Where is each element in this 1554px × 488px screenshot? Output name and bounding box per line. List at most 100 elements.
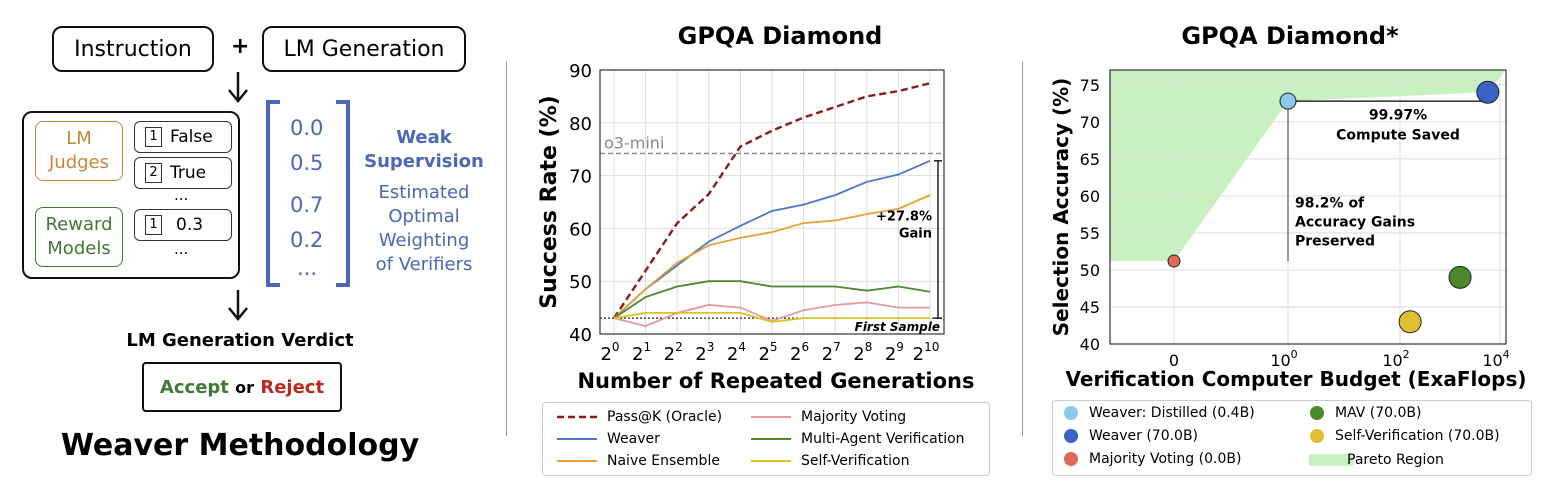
data-point [1398, 310, 1422, 334]
down-arrow-icon [228, 290, 248, 321]
y-tick-label: 70 [1080, 113, 1100, 132]
legend-item-oracle: Pass@K (Oracle) [555, 409, 722, 425]
down-arrow-icon [228, 72, 248, 103]
y-tick-label: 80 [569, 114, 592, 135]
x-tick-label: 23 [695, 340, 714, 365]
pareto-region [1110, 70, 1506, 262]
y-tick-label: 55 [1080, 224, 1100, 243]
series-line [613, 159, 931, 319]
reward-item-1-value: 0.3 [176, 215, 204, 235]
divider [506, 62, 507, 436]
verdict-title: LM Generation Verdict [126, 330, 354, 351]
line-chart: o3-mini First Sample +27.8% Gain 40 50 60 70 80… [537, 61, 975, 393]
legend-label: Pareto Region [1347, 452, 1444, 468]
verdict-box: Accept or Reject [142, 362, 342, 412]
estimated-weighting-label: Estimated Optimal Weighting of Verifiers [375, 182, 473, 275]
lm-generation-box: LM Generation [262, 26, 466, 72]
chart1-xlabel: Number of Repeated Generations [577, 369, 974, 393]
y-tick-label: 70 [569, 167, 592, 188]
legend-item-majority: Majority Voting (0.0B) [1063, 451, 1241, 467]
legend-label: Weaver (70.0B) [1089, 428, 1199, 444]
legend-label: Self-Verification [801, 453, 910, 469]
legend-item-mav: MAV (70.0B) [1309, 405, 1422, 421]
x-tick-label: 0 [1169, 351, 1179, 370]
legend-item-weaver: Weaver (70.0B) [1063, 428, 1198, 444]
y-tick-label: 50 [569, 272, 592, 293]
bracket-left-icon [266, 100, 280, 287]
series-line [613, 311, 930, 323]
weight-3: 0.2 [290, 228, 324, 252]
x-tick-label: 21 [632, 340, 651, 365]
x-tick-label: 29 [885, 340, 904, 365]
gain-label: +27.8% Gain [876, 209, 932, 241]
x-tick-label: 26 [790, 340, 809, 365]
chart1-ylabel: Success Rate (%) [537, 95, 562, 308]
x-tick-label: 25 [758, 340, 777, 365]
y-tick-label: 40 [569, 325, 592, 346]
judge-more: ... [174, 186, 189, 204]
y-tick-label: 60 [569, 219, 592, 240]
series-line [613, 301, 930, 328]
instruction-label: Instruction [74, 36, 192, 62]
data-point [1448, 265, 1472, 289]
or-label: or [235, 377, 255, 397]
chart2-plot-frame [1109, 69, 1507, 345]
chart1-title: GPQA Diamond [677, 22, 883, 50]
reward-item-1: 1 0.3 [134, 209, 232, 241]
x-tick-label: 27 [822, 340, 841, 365]
series-line [613, 280, 931, 319]
reward-item-1-number: 1 [145, 215, 162, 235]
legend-item-majority: Majority Voting [749, 409, 906, 425]
data-point [1167, 254, 1181, 268]
compute-saved-label: 99.97% Compute Saved [1336, 108, 1460, 144]
reward-models-box: Reward Models [35, 207, 123, 267]
lm-judges-label: LM Judges [48, 128, 110, 173]
chart1-legend: Pass@K (Oracle) Majority Voting Weaver M… [542, 402, 990, 476]
reference-line-label: o3-mini [604, 133, 664, 152]
x-tick-label: 22 [664, 340, 683, 365]
y-tick-label: 40 [1080, 335, 1100, 354]
accuracy-preserved-label: 98.2% of Accuracy Gains Preserved [1295, 196, 1415, 250]
legend-label: Weaver [607, 431, 660, 447]
weak-supervision-label: Weak Supervision [364, 127, 484, 172]
reject-label: Reject [260, 376, 325, 398]
legend-label: Naive Ensemble [607, 453, 720, 469]
y-tick-label: 90 [569, 61, 592, 82]
legend-label: Multi-Agent Verification [801, 431, 965, 447]
weight-2: 0.7 [290, 193, 324, 217]
legend-item-distilled: Weaver: Distilled (0.4B) [1063, 405, 1255, 421]
reward-more: ... [174, 240, 189, 258]
chart2-legend: Weaver: Distilled (0.4B) MAV (70.0B) Wea… [1052, 400, 1532, 476]
judge-item-2-number: 2 [145, 163, 162, 183]
legend-item-pareto: Pareto Region [1309, 452, 1444, 468]
x-tick-label: 24 [727, 340, 746, 365]
y-tick-label: 65 [1080, 150, 1100, 169]
scatter-chart: 99.97% Compute Saved 98.2% of Accuracy Gain… [1049, 69, 1527, 391]
lm-judges-box: LM Judges [35, 121, 123, 181]
y-tick-label: 60 [1080, 187, 1100, 206]
reward-models-label: Reward Models [45, 214, 113, 259]
data-point [1279, 92, 1297, 110]
legend-item-selfver: Self-Verification [749, 453, 909, 469]
data-point [1476, 80, 1500, 104]
legend-item-weaver: Weaver [555, 431, 660, 447]
y-tick-label: 50 [1080, 261, 1100, 280]
weight-0: 0.0 [290, 116, 324, 140]
bracket-right-icon [336, 100, 350, 287]
legend-label: MAV (70.0B) [1335, 405, 1422, 421]
x-tick-label: 28 [853, 340, 872, 365]
y-tick-label: 75 [1080, 76, 1100, 95]
legend-label: Pass@K (Oracle) [607, 409, 723, 425]
legend-label: Majority Voting [801, 409, 907, 425]
judge-item-2: 2 True [134, 157, 232, 189]
y-tick-label: 45 [1080, 298, 1100, 317]
arrows [228, 72, 350, 321]
legend-label: Weaver: Distilled (0.4B) [1089, 405, 1255, 421]
legend-item-mav: Multi-Agent Verification [749, 431, 965, 447]
instruction-box: Instruction [52, 26, 214, 72]
judge-item-1-number: 1 [145, 127, 162, 147]
first-sample-label: First Sample [855, 320, 940, 334]
weight-more: ... [297, 256, 318, 280]
verifier-container [22, 111, 240, 279]
plus-sign: + [231, 34, 250, 59]
